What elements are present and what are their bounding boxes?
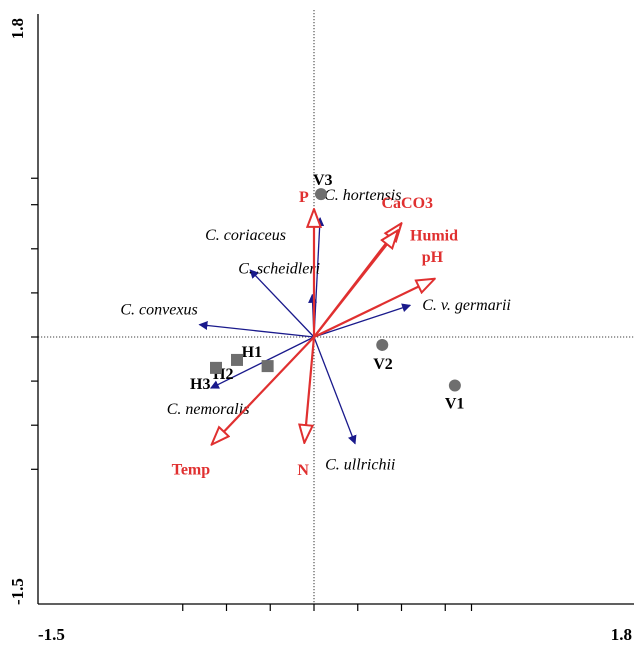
- env-label-humid: Humid: [410, 227, 458, 244]
- site-marker-h1: [261, 360, 274, 373]
- species-arrow-c-convexus: [198, 321, 315, 338]
- env-label-ph: pH: [422, 249, 444, 266]
- y-max-tick-label: 1.8: [8, 18, 27, 39]
- y-min-tick-label: -1.5: [8, 578, 27, 605]
- species-arrow-c-v-germarii: [313, 303, 412, 338]
- env-label-caco3: CaCO3: [382, 195, 434, 212]
- species-layer: C. hortensis C. coriaceus C. scheidleri C. …: [120, 187, 510, 474]
- environment-layer: P CaCO3 Humid pH Temp N: [172, 189, 458, 479]
- site-marker-h2: [231, 353, 243, 366]
- site-label-v3: V3: [313, 172, 333, 189]
- env-label-p: P: [299, 189, 309, 206]
- env-label-n: N: [297, 462, 309, 479]
- env-arrow-temp: [212, 336, 315, 445]
- species-label-c-hortensis: C. hortensis: [324, 187, 401, 204]
- species-label-c-convexus: C. convexus: [120, 302, 197, 319]
- site-label-v1: V1: [445, 396, 465, 413]
- env-label-temp: Temp: [172, 462, 211, 479]
- axis-ticks: [31, 177, 473, 611]
- x-min-tick-label: -1.5: [38, 625, 65, 644]
- species-label-c-nemoralis: C. nemoralis: [167, 401, 250, 418]
- species-label-c-v-germarii: C. v. germarii: [422, 297, 511, 314]
- species-label-c-ullrichii: C. ullrichii: [325, 457, 395, 474]
- site-marker-v2: [376, 338, 389, 351]
- species-label-c-coriaceus: C. coriaceus: [205, 227, 286, 244]
- site-label-h3: H3: [190, 376, 210, 393]
- site-marker-v1: [448, 379, 461, 392]
- species-arrow-c-coriaceus: [249, 269, 315, 338]
- site-marker-h3: [210, 361, 222, 374]
- site-label-h1: H1: [242, 344, 262, 361]
- site-label-v2: V2: [373, 356, 393, 373]
- env-arrow-n: [304, 336, 316, 443]
- species-label-c-scheidleri: C. scheidleri: [238, 261, 320, 278]
- env-arrow-humid: [313, 230, 398, 338]
- species-arrow-c-ullrichii: [313, 336, 357, 445]
- site-marker-v3: [315, 188, 327, 201]
- env-arrow-ph: [313, 279, 435, 338]
- x-max-tick-label: 1.8: [611, 625, 632, 644]
